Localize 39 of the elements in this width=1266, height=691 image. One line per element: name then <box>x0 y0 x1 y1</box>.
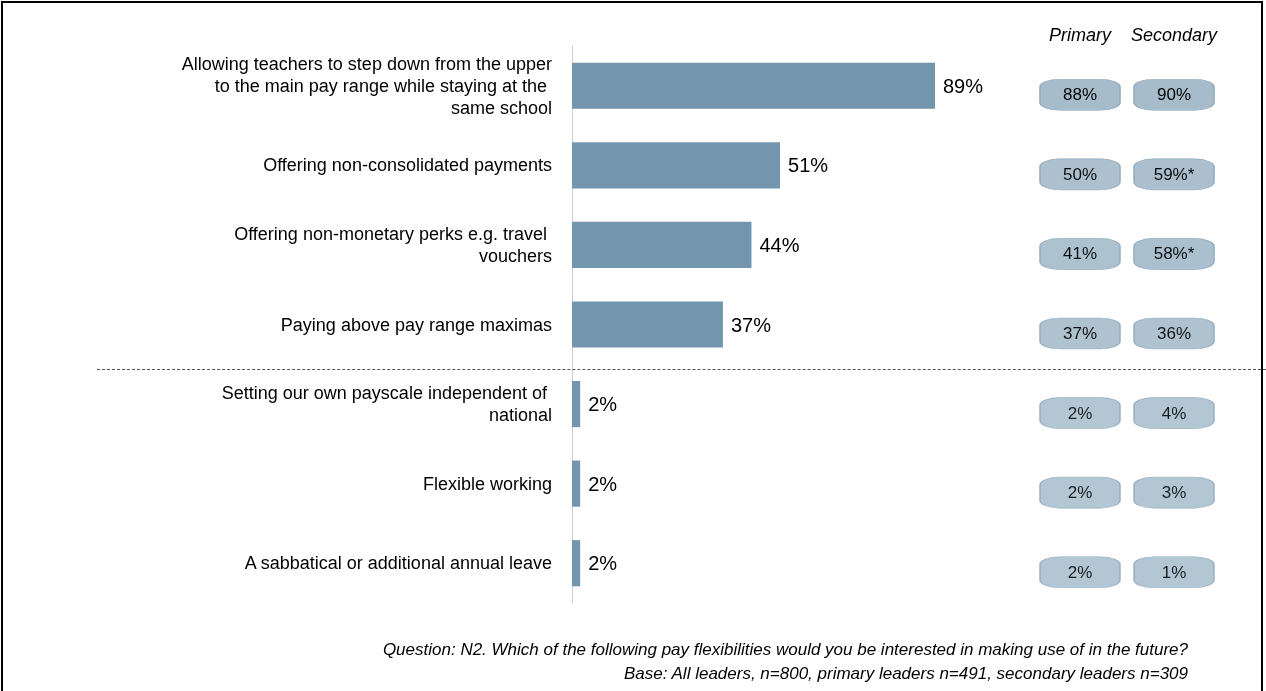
data-label: 36% <box>1156 324 1192 343</box>
data-label: 2% <box>588 472 618 495</box>
bar <box>572 301 723 348</box>
data-label: 2% <box>1067 562 1093 582</box>
data-label: 58%* <box>1153 244 1195 264</box>
y-tick-label: Allowing teachers to step down from the upper to the main pay range while staying at the same school <box>181 53 552 118</box>
bar <box>572 62 935 109</box>
data-label: 44% <box>759 233 800 256</box>
data-label: 2% <box>588 393 618 416</box>
data-label: 90% <box>1156 85 1192 105</box>
y-tick-label: Offering non-monetary perks e.g. travel vouchers <box>234 223 552 266</box>
data-label: 41% <box>1062 244 1098 264</box>
bar <box>572 540 581 587</box>
y-tick-label: Flexible working <box>422 473 552 494</box>
y-tick-label: Setting our own payscale independent of national <box>221 383 552 426</box>
data-label: 37% <box>730 313 772 336</box>
data-label: 88% <box>1062 85 1098 105</box>
text: Base: All leaders, n=800, primary leaders n=491, secondary leaders n=309 <box>622 663 1188 685</box>
data-label: 37% <box>1062 324 1098 343</box>
bar <box>572 142 781 189</box>
y-tick-label: A sabbatical or additional annual leave <box>244 553 552 574</box>
text: Question: N2. Which of the following pay flexibilities would you be interested in making use of in the future? <box>382 639 1188 661</box>
x-tick-label: Primary <box>1049 25 1112 45</box>
bar <box>572 221 752 268</box>
y-tick-label: Offering non-consolidated payments <box>263 155 552 176</box>
data-label: 1% <box>1161 562 1187 582</box>
data-label: 4% <box>1161 403 1187 423</box>
data-label: 89% <box>943 74 984 97</box>
data-label: 3% <box>1161 483 1187 503</box>
data-label: 2% <box>588 552 618 575</box>
bar <box>572 381 581 428</box>
data-label: 50% <box>1062 164 1098 184</box>
data-label: 2% <box>1067 483 1093 503</box>
data-label: 51% <box>788 154 829 177</box>
x-tick-label: Secondary <box>1130 25 1219 45</box>
data-label: 59%* <box>1153 164 1195 184</box>
y-tick-label: Paying above pay range maximas <box>280 314 552 335</box>
data-label: 2% <box>1067 403 1093 423</box>
bar <box>572 460 581 507</box>
